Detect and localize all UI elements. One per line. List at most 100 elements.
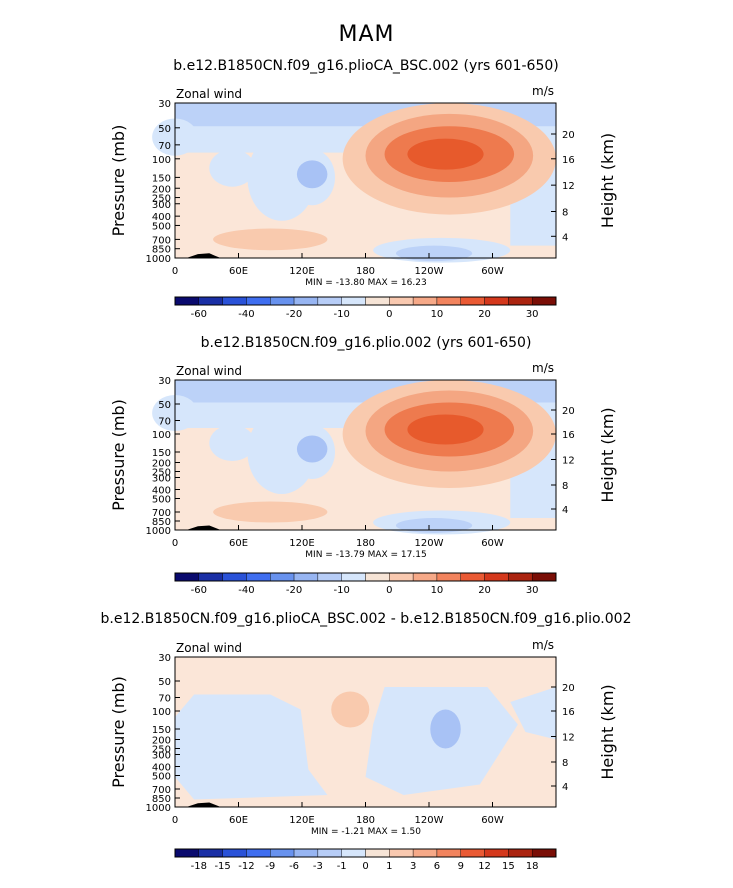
y-tick-label: 400 — [152, 763, 171, 774]
colorbar-label: -20 — [286, 585, 302, 596]
height-tick-label: 20 — [562, 130, 575, 141]
y-tick-label: 100 — [152, 430, 171, 441]
y-tick-label: 300 — [152, 751, 171, 762]
colorbar-swatch — [317, 572, 342, 582]
y-tick-label: 700 — [152, 235, 171, 246]
y-tick-label: 400 — [152, 486, 171, 497]
colorbar: -60 -40 -20 -10 0 10 20 30 — [174, 296, 557, 320]
y-tick-label: 850 — [152, 245, 171, 256]
y-tick-label: 100 — [152, 155, 171, 166]
colorbar-label: 30 — [526, 309, 539, 320]
contour-region-far-east-blue — [510, 687, 556, 740]
right-string: m/s — [532, 638, 554, 652]
colorbar-swatch — [174, 848, 200, 858]
colorbar-swatch — [389, 848, 414, 858]
colorbar-swatch — [198, 572, 223, 582]
colorbar-swatch — [198, 848, 223, 858]
colorbar-swatch — [317, 296, 342, 306]
x-tick-label: 0 — [172, 538, 178, 549]
y-tick-label: 30 — [158, 653, 171, 664]
contour-region-east-dark-blue — [430, 709, 461, 749]
x-tick-label: 180 — [356, 815, 375, 826]
y-tick-label: 850 — [152, 517, 171, 528]
terrain-mask — [186, 253, 221, 258]
y-tick-label: 1000 — [146, 803, 171, 814]
colorbar-label: 9 — [458, 861, 464, 872]
min-max-label: MIN = -13.79 MAX = 17.15 — [305, 550, 426, 560]
y-tick-label: 150 — [152, 448, 171, 459]
colorbar-swatch — [246, 848, 271, 858]
colorbar-label: 10 — [431, 309, 444, 320]
terrain-mask — [186, 525, 221, 530]
x-tick-label: 120W — [415, 266, 444, 277]
contour-region-central-orange — [331, 691, 370, 728]
x-tick-label: 180 — [356, 538, 375, 549]
y-tick-label: 30 — [158, 376, 171, 387]
colorbar-swatch — [412, 848, 438, 858]
colorbar-label: -12 — [238, 861, 254, 872]
colorbar-swatch — [341, 296, 366, 306]
y-tick-label: 70 — [158, 694, 171, 705]
colorbar-swatch — [508, 572, 533, 582]
y-tick-label: 300 — [152, 200, 171, 211]
x-tick-label: 120W — [415, 538, 444, 549]
colorbar-swatch — [222, 572, 247, 582]
y-tick-label: 200 — [152, 736, 171, 747]
colorbar-swatch — [460, 296, 485, 306]
y-axis-right-title: Height (km) — [598, 684, 617, 779]
panel-title: b.e12.B1850CN.f09_g16.plioCA_BSC.002 - b… — [101, 611, 632, 627]
y-tick-label: 50 — [158, 677, 171, 688]
y-tick-label: 50 — [158, 124, 171, 135]
colorbar: -18 -15 -12 -9 -6 -3 -1 0 1 3 6 9 12 15 18 — [174, 848, 557, 872]
height-tick-label: 12 — [562, 456, 575, 467]
colorbar-frame — [174, 848, 557, 858]
colorbar-swatch — [365, 572, 390, 582]
x-tick-label: 0 — [172, 266, 178, 277]
colorbar-label: -40 — [238, 585, 254, 596]
x-tick-label: 120W — [415, 815, 444, 826]
contour-region-jet-core — [407, 138, 484, 170]
colorbar-swatch — [508, 848, 533, 858]
x-tick-label: 180 — [356, 266, 375, 277]
left-string: Zonal wind — [176, 364, 242, 378]
colorbar-swatch — [531, 848, 557, 858]
y-tick-label: 700 — [152, 785, 171, 796]
colorbar-label: 30 — [526, 585, 539, 596]
colorbar-label: -6 — [289, 861, 299, 872]
contour-region-west-blue — [175, 694, 328, 800]
y-axis-title: Pressure (mb) — [109, 399, 128, 511]
colorbar-label: -18 — [191, 861, 207, 872]
x-tick-label: 60W — [481, 538, 504, 549]
colorbar: -60 -40 -20 -10 0 10 20 30 — [174, 572, 557, 596]
terrain-mask — [186, 802, 221, 807]
x-tick-label: 0 — [172, 815, 178, 826]
page-title: MAM — [338, 22, 395, 47]
colorbar-label: 20 — [478, 585, 491, 596]
colorbar-swatch — [412, 296, 438, 306]
height-tick-label: 8 — [562, 208, 568, 219]
contour-region-jet-core — [407, 414, 484, 445]
y-tick-label: 70 — [158, 417, 171, 428]
colorbar-swatch — [484, 572, 509, 582]
colorbar-swatch — [293, 848, 319, 858]
colorbar-label: 10 — [431, 585, 444, 596]
y-tick-label: 1000 — [146, 254, 171, 265]
contour-plot — [175, 657, 556, 807]
x-tick-label: 120E — [289, 815, 314, 826]
y-tick-label: 50 — [158, 400, 171, 411]
colorbar-swatch — [389, 296, 414, 306]
height-tick-label: 4 — [562, 232, 568, 243]
panel-2: b.e12.B1850CN.f09_g16.plio.002 (yrs 601-… — [109, 335, 617, 596]
colorbar-swatch — [508, 296, 533, 306]
height-tick-label: 8 — [562, 481, 568, 492]
height-tick-label: 20 — [562, 683, 575, 694]
colorbar-swatch — [270, 296, 295, 306]
y-axis-title: Pressure (mb) — [109, 676, 128, 788]
colorbar-swatch — [270, 572, 295, 582]
y-tick-label: 250 — [152, 194, 171, 205]
colorbar-swatch — [174, 572, 200, 582]
x-tick-label: 60W — [481, 266, 504, 277]
colorbar-label: 6 — [434, 861, 440, 872]
colorbar-swatch — [222, 848, 247, 858]
colorbar-swatch — [293, 572, 319, 582]
